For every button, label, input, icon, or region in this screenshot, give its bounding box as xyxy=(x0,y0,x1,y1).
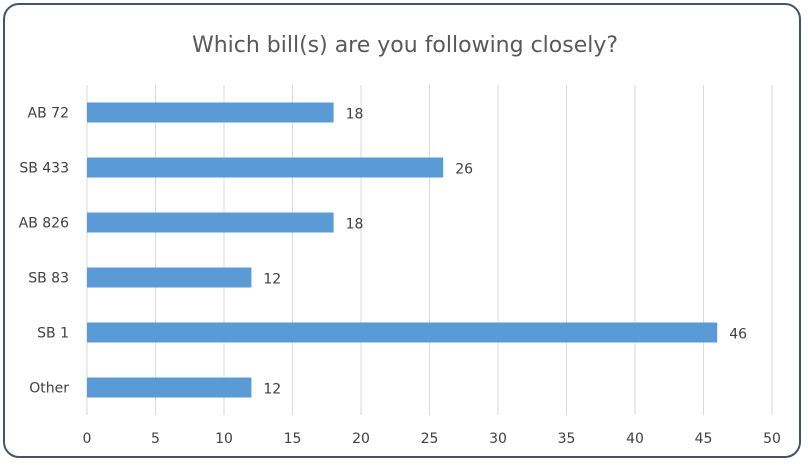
data-label: 12 xyxy=(263,382,281,398)
x-tick-label: 35 xyxy=(558,431,576,447)
gridlines xyxy=(86,85,773,415)
category-label: AB 826 xyxy=(19,216,69,232)
data-label: 18 xyxy=(346,107,364,123)
bar xyxy=(87,267,252,288)
x-tick-label: 25 xyxy=(421,431,439,447)
bar xyxy=(87,212,334,233)
bar xyxy=(87,157,444,178)
x-tick-label: 50 xyxy=(763,431,781,447)
bar xyxy=(87,322,718,343)
data-label: 26 xyxy=(455,162,473,178)
bar xyxy=(87,102,334,123)
category-label: Other xyxy=(29,381,69,397)
x-tick-label: 0 xyxy=(83,431,92,447)
x-tick-label: 30 xyxy=(489,431,507,447)
x-axis-ticks: 0 5 10 15 20 25 30 35 40 45 50 xyxy=(83,431,781,447)
category-label: SB 1 xyxy=(37,326,69,342)
x-tick-label: 45 xyxy=(695,431,713,447)
x-tick-label: 15 xyxy=(284,431,302,447)
data-label: 18 xyxy=(346,217,364,233)
data-label: 46 xyxy=(729,327,747,343)
x-tick-label: 40 xyxy=(626,431,644,447)
category-label: SB 83 xyxy=(28,271,69,287)
x-tick-label: 10 xyxy=(215,431,233,447)
category-label: AB 72 xyxy=(28,106,69,122)
bar xyxy=(87,377,252,398)
data-label: 12 xyxy=(263,272,281,288)
chart-title: Which bill(s) are you following closely? xyxy=(192,33,618,58)
data-labels: 18 26 18 12 46 12 xyxy=(263,107,747,398)
x-tick-label: 5 xyxy=(151,431,160,447)
category-labels: AB 72 SB 433 AB 826 SB 83 SB 1 Other xyxy=(19,106,70,397)
category-label: SB 433 xyxy=(19,161,69,177)
x-tick-label: 20 xyxy=(352,431,370,447)
bars xyxy=(87,102,718,398)
